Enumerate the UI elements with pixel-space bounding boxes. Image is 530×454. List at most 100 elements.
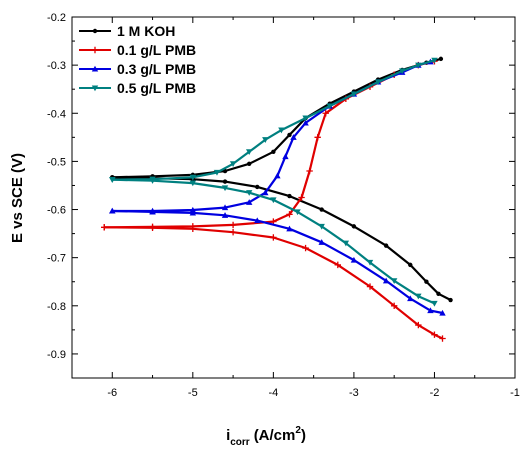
legend-marker: [91, 85, 99, 92]
data-point: [229, 221, 237, 229]
data-point: [101, 224, 108, 231]
x-axis-title-main: i: [226, 427, 230, 444]
y-tick-label: -0.6: [47, 205, 66, 217]
data-point: [213, 169, 221, 176]
series-3: [109, 58, 446, 316]
data-point: [399, 68, 406, 75]
data-point: [221, 185, 229, 192]
data-point: [247, 161, 252, 167]
data-point: [326, 103, 333, 110]
data-point: [274, 172, 281, 179]
data-point: [189, 174, 197, 181]
data-point: [319, 207, 324, 212]
data-point: [407, 295, 414, 302]
data-point: [271, 149, 276, 154]
data-point: [351, 224, 357, 229]
data-point: [436, 291, 441, 296]
data-point: [298, 194, 305, 201]
data-point: [350, 256, 358, 263]
y-tick-label: -0.9: [47, 349, 66, 361]
x-axis-title: icorr (A/cm2): [226, 425, 306, 448]
data-point: [427, 307, 434, 314]
data-point: [439, 309, 446, 316]
data-point: [431, 57, 438, 64]
series-line-anodic: [112, 57, 442, 179]
data-point: [390, 278, 398, 284]
data-point: [270, 234, 277, 241]
data-point: [415, 321, 422, 329]
data-point: [270, 197, 277, 204]
data-point: [189, 180, 197, 187]
axis-ticks: -6 -5 -4 -3 -2 -1 -0.2 -0.3 -0.4 -0.5 -0.6 -0.7 -0.8…: [47, 12, 520, 399]
series-layer: [101, 56, 453, 342]
data-point: [278, 127, 285, 134]
series-line-cathodic: [104, 226, 443, 340]
x-tick-label: -6: [107, 387, 117, 399]
data-point: [302, 115, 309, 122]
data-point: [302, 119, 309, 126]
data-point: [350, 91, 358, 98]
data-point: [255, 184, 260, 190]
legend: 1 M KOH 0.1 g/L PMB 0.3 g/L PMB 0.5 g/L PMB: [79, 23, 196, 96]
data-point: [342, 240, 350, 247]
data-point: [109, 207, 116, 214]
data-point: [438, 56, 444, 62]
data-point: [383, 243, 389, 248]
data-point: [314, 134, 321, 141]
data-point: [189, 209, 197, 216]
data-point: [246, 199, 253, 205]
data-point: [149, 178, 156, 184]
data-point: [246, 190, 253, 196]
data-point: [254, 217, 261, 224]
plot-frame: [71, 16, 516, 379]
data-point: [334, 261, 341, 269]
series-1: [110, 56, 453, 303]
data-point: [282, 153, 289, 160]
y-tick-label: -0.4: [47, 108, 66, 120]
data-point: [221, 204, 229, 211]
data-point: [149, 224, 156, 232]
legend-label: 1 M KOH: [117, 23, 175, 39]
series-line-cathodic: [112, 176, 452, 301]
legend-marker: [91, 65, 99, 72]
legend-label: 0.5 g/L PMB: [117, 80, 196, 96]
data-point: [294, 209, 301, 216]
legend-marker: [92, 28, 98, 34]
data-point: [366, 283, 374, 290]
data-point: [262, 137, 269, 143]
legend-label: 0.3 g/L PMB: [117, 61, 196, 77]
data-point: [302, 244, 309, 252]
data-point: [318, 223, 325, 230]
x-tick-label: -5: [188, 387, 198, 399]
data-point: [390, 302, 398, 309]
data-point: [318, 239, 325, 245]
data-point: [287, 132, 292, 138]
data-point: [408, 262, 413, 268]
x-tick-label: -3: [349, 387, 359, 399]
data-point: [415, 293, 422, 300]
y-tick-label: -0.8: [47, 301, 66, 313]
data-point: [424, 279, 429, 284]
x-tick-label: -2: [430, 387, 440, 399]
y-tick-label: -0.2: [47, 12, 66, 24]
series-line-cathodic: [112, 209, 443, 315]
data-point: [306, 167, 313, 175]
data-point: [286, 211, 293, 218]
data-point: [189, 206, 197, 213]
data-point: [439, 335, 446, 342]
data-point: [374, 79, 382, 86]
data-point: [229, 228, 237, 236]
legend-marker: [91, 46, 99, 54]
data-point: [246, 149, 253, 155]
data-point: [262, 189, 269, 196]
x-tick-label: -4: [268, 387, 278, 399]
data-point: [287, 193, 292, 199]
data-point: [431, 300, 438, 307]
y-axis-title: E vs SCE (V): [9, 153, 26, 243]
data-point: [290, 134, 297, 140]
data-point: [222, 179, 228, 184]
data-point: [149, 208, 156, 215]
y-tick-label: -0.3: [47, 60, 66, 72]
legend-label: 0.1 g/L PMB: [117, 42, 196, 58]
data-point: [109, 177, 116, 183]
